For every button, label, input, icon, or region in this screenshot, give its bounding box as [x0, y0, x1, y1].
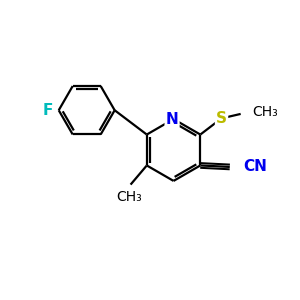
Text: S: S: [216, 111, 227, 126]
Text: CH₃: CH₃: [252, 106, 278, 119]
Text: CH₃: CH₃: [116, 190, 142, 204]
Text: N: N: [166, 112, 178, 127]
Text: CN: CN: [243, 159, 267, 174]
Text: F: F: [43, 103, 53, 118]
